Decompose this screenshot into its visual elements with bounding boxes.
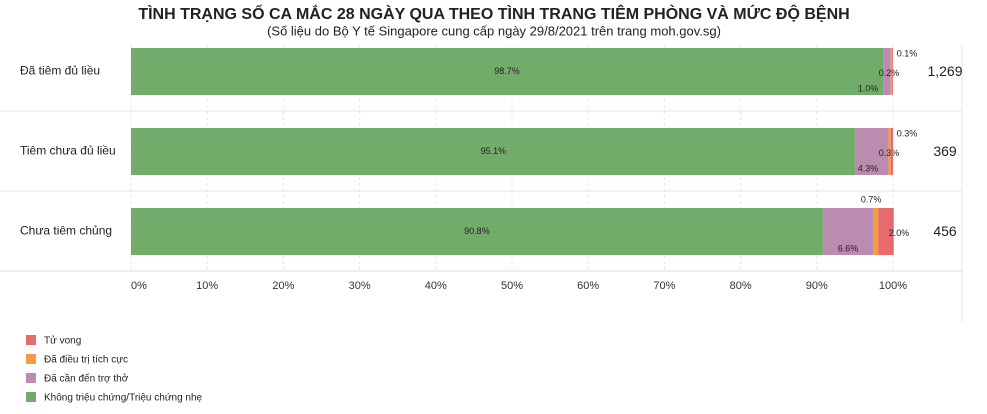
data-label: 6.6% — [838, 243, 859, 253]
bar-segment — [855, 128, 889, 175]
legend-swatch — [26, 354, 36, 364]
data-label: 0.7% — [861, 194, 882, 204]
x-tick-label: 70% — [653, 280, 675, 292]
total-label: 369 — [933, 143, 957, 159]
bar-segment — [131, 128, 856, 175]
bar-segment — [890, 128, 893, 175]
x-tick-label: 40% — [425, 280, 447, 292]
bar-segment — [888, 128, 891, 175]
data-label: 0.2% — [879, 68, 900, 78]
bar-segment — [883, 48, 891, 95]
bar-segment — [878, 208, 894, 255]
data-label: 95.1% — [481, 146, 507, 156]
x-tick-label: 0% — [131, 280, 147, 292]
x-tick-label: 20% — [272, 280, 294, 292]
x-tick-label: 100% — [879, 280, 907, 292]
bar-segment — [892, 48, 893, 95]
data-label: 0.3% — [879, 148, 900, 158]
data-label: 98.7% — [494, 66, 520, 76]
data-label: 0.3% — [897, 128, 918, 138]
bar-segment — [873, 208, 879, 255]
bar-segment — [131, 208, 823, 255]
chart-title: TÌNH TRẠNG SỐ CA MẮC 28 NGÀY QUA THEO TÌ… — [138, 3, 849, 23]
x-tick-label: 80% — [730, 280, 752, 292]
total-label: 1,269 — [927, 63, 962, 79]
legend-label: Đã cần đến trợ thở — [44, 373, 129, 385]
x-tick-label: 30% — [349, 280, 371, 292]
bar-segment — [131, 48, 884, 95]
data-label: 0.1% — [897, 48, 918, 58]
total-label: 456 — [933, 223, 957, 239]
category-label: Tiêm chưa đủ liều — [20, 144, 116, 158]
category-label: Chưa tiêm chủng — [20, 224, 112, 238]
x-tick-label: 60% — [577, 280, 599, 292]
data-label: 1.0% — [858, 83, 879, 93]
chart-subtitle: (Số liệu do Bộ Y tế Singapore cung cấp n… — [267, 23, 721, 38]
data-label: 4.3% — [858, 163, 879, 173]
data-label: 2.0% — [889, 228, 910, 238]
bar-segment — [890, 48, 893, 95]
x-tick-label: 50% — [501, 280, 523, 292]
legend-label: Tử vong — [44, 335, 81, 347]
x-tick-label: 90% — [806, 280, 828, 292]
legend-label: Đã điều trị tích cực — [44, 354, 128, 366]
data-label: 90.8% — [464, 226, 490, 236]
x-tick-label: 10% — [196, 280, 218, 292]
category-label: Đã tiêm đủ liều — [20, 64, 100, 78]
legend-swatch — [26, 392, 36, 402]
bar-segment — [822, 208, 874, 255]
legend-swatch — [26, 373, 36, 383]
legend-swatch — [26, 335, 36, 345]
legend-label: Không triệu chứng/Triệu chứng nhẹ — [44, 393, 203, 404]
